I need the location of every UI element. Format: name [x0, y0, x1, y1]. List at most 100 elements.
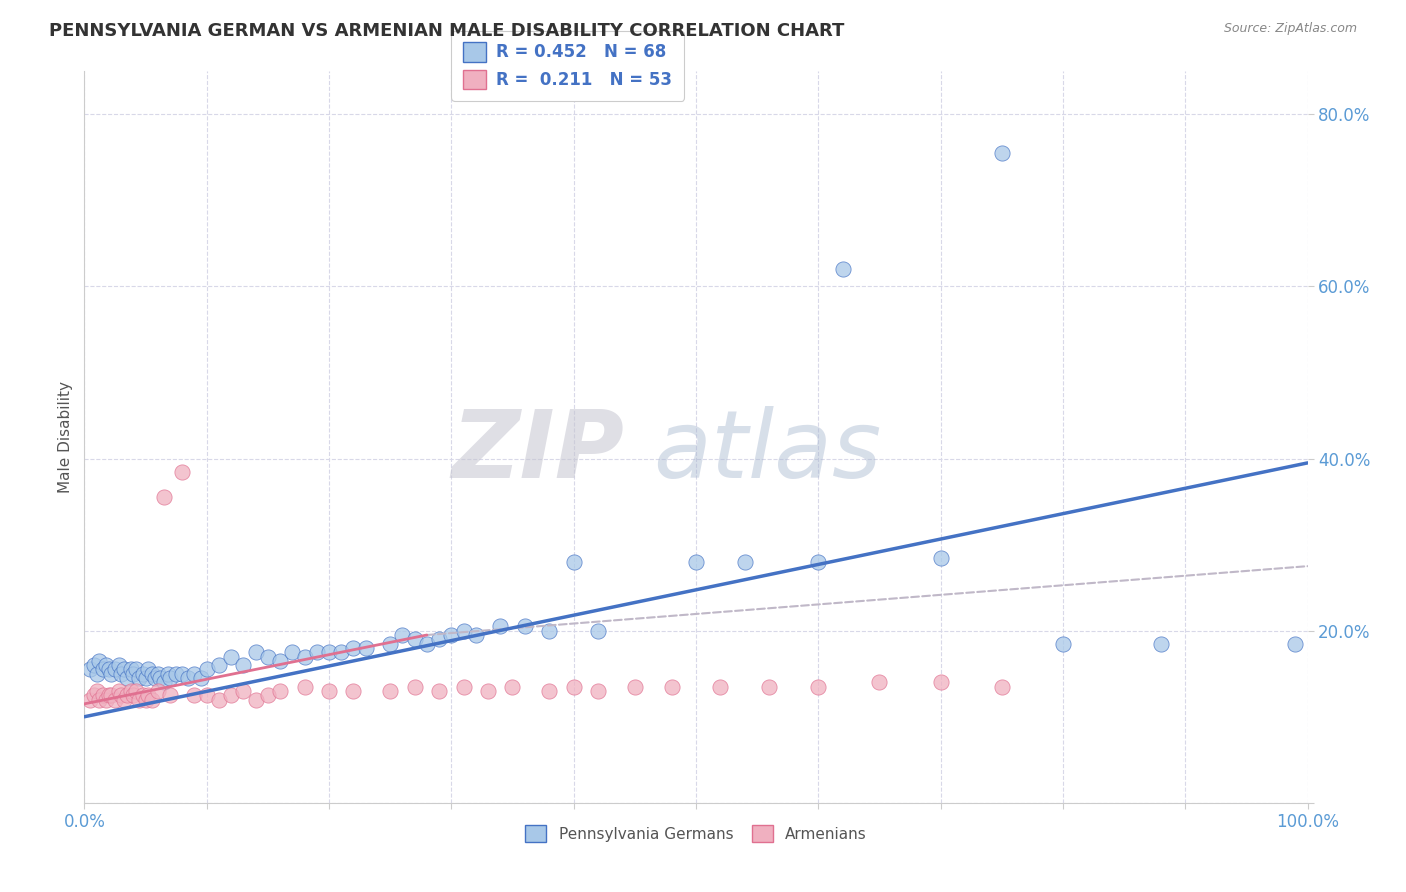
Point: [120, 662, 142, 676]
Point: [440, 628, 463, 642]
Point: [100, 688, 122, 702]
Point: [294, 680, 316, 694]
Point: [112, 692, 135, 706]
Point: [586, 624, 609, 638]
Point: [991, 680, 1014, 694]
Text: atlas: atlas: [654, 406, 882, 497]
Point: [146, 666, 169, 681]
Point: [685, 555, 707, 569]
Point: [177, 671, 200, 685]
Point: [125, 684, 148, 698]
Point: [112, 662, 135, 676]
Point: [153, 675, 176, 690]
Point: [929, 675, 952, 690]
Point: [83, 688, 105, 702]
Point: [110, 688, 132, 702]
Point: [538, 684, 561, 698]
Point: [586, 684, 609, 698]
Point: [100, 666, 122, 681]
Point: [807, 555, 830, 569]
Point: [136, 662, 159, 676]
Point: [464, 628, 486, 642]
Point: [489, 619, 512, 633]
Point: [115, 688, 138, 702]
Point: [380, 684, 402, 698]
Point: [159, 688, 181, 702]
Point: [141, 692, 163, 706]
Point: [96, 658, 118, 673]
Point: [135, 692, 157, 706]
Point: [330, 645, 353, 659]
Point: [538, 624, 561, 638]
Point: [104, 662, 127, 676]
Point: [869, 675, 891, 690]
Point: [257, 649, 280, 664]
Point: [91, 688, 114, 702]
Point: [122, 666, 145, 681]
Point: [79, 692, 101, 706]
Point: [87, 692, 110, 706]
Point: [132, 688, 155, 702]
Point: [219, 649, 242, 664]
Point: [122, 688, 145, 702]
Point: [141, 666, 163, 681]
Point: [354, 640, 377, 655]
Point: [477, 684, 499, 698]
Point: [1150, 637, 1173, 651]
Point: [380, 637, 402, 651]
Point: [427, 684, 450, 698]
Point: [562, 680, 585, 694]
Point: [427, 632, 450, 647]
Point: [97, 662, 120, 676]
Point: [391, 628, 413, 642]
Point: [97, 688, 120, 702]
Point: [91, 662, 114, 676]
Point: [183, 688, 205, 702]
Point: [79, 662, 101, 676]
Point: [156, 666, 179, 681]
Point: [190, 671, 212, 685]
Point: [257, 688, 280, 702]
Point: [416, 637, 439, 651]
Point: [86, 684, 108, 698]
Point: [318, 645, 340, 659]
Point: [453, 624, 475, 638]
Point: [342, 684, 364, 698]
Point: [831, 262, 853, 277]
Point: [562, 555, 585, 569]
Point: [96, 692, 118, 706]
Point: [502, 680, 524, 694]
Point: [183, 666, 205, 681]
Point: [1052, 637, 1074, 651]
Point: [1284, 637, 1306, 651]
Point: [128, 692, 150, 706]
Point: [929, 550, 952, 565]
Point: [128, 671, 150, 685]
Text: ZIP: ZIP: [451, 406, 624, 498]
Point: [404, 632, 426, 647]
Point: [143, 671, 166, 685]
Point: [104, 692, 127, 706]
Point: [149, 671, 172, 685]
Point: [453, 680, 475, 694]
Point: [136, 688, 159, 702]
Point: [165, 666, 187, 681]
Point: [83, 658, 105, 673]
Text: Source: ZipAtlas.com: Source: ZipAtlas.com: [1223, 22, 1357, 36]
Point: [734, 555, 756, 569]
Point: [153, 491, 176, 505]
Point: [195, 662, 218, 676]
Text: PENNSYLVANIA GERMAN VS ARMENIAN MALE DISABILITY CORRELATION CHART: PENNSYLVANIA GERMAN VS ARMENIAN MALE DIS…: [49, 22, 845, 40]
Point: [269, 654, 291, 668]
Point: [115, 671, 138, 685]
Point: [991, 146, 1014, 161]
Point: [245, 645, 267, 659]
Point: [624, 680, 647, 694]
Point: [107, 658, 129, 673]
Point: [107, 684, 129, 698]
Point: [245, 692, 267, 706]
Point: [758, 680, 780, 694]
Point: [135, 671, 157, 685]
Legend: Pennsylvania Germans, Armenians: Pennsylvania Germans, Armenians: [517, 817, 875, 850]
Point: [294, 649, 316, 664]
